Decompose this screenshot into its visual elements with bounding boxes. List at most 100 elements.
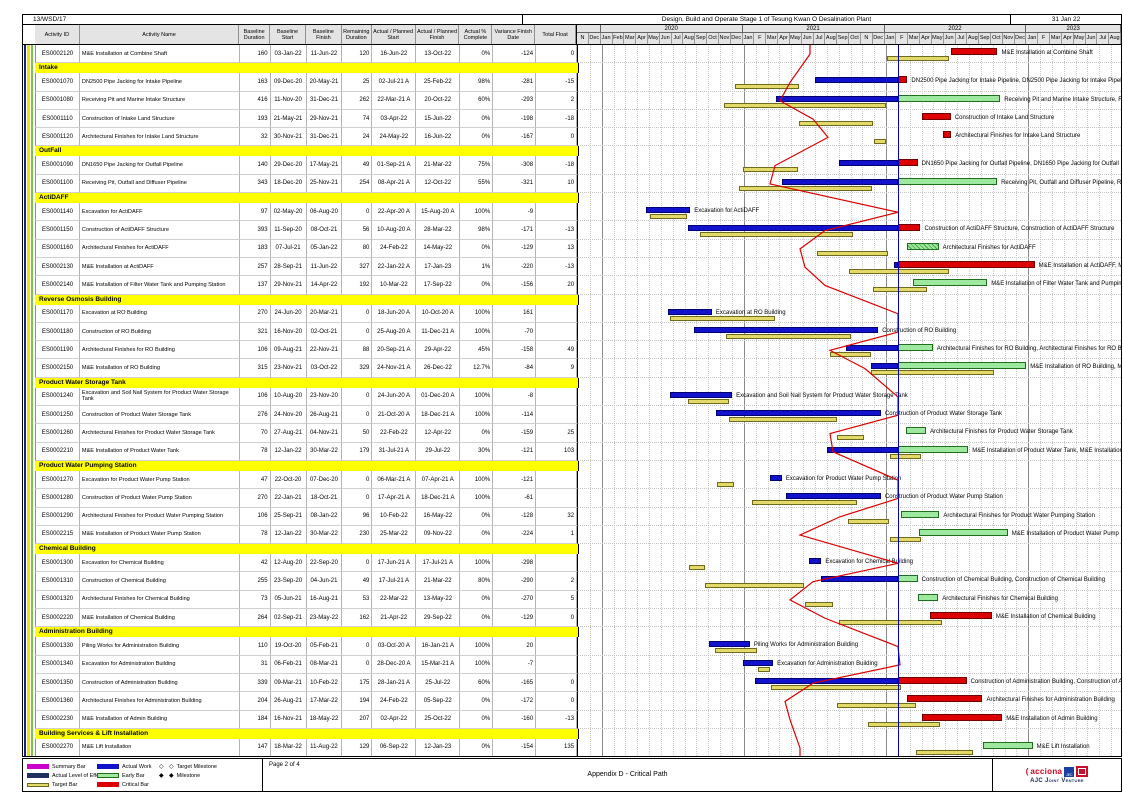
bar-early (897, 94, 1001, 102)
column-header-as: Actual / Planned Start (371, 25, 416, 44)
timeline-month: Jan (1026, 33, 1039, 44)
bar-target (817, 250, 888, 256)
cell-rd: 230 (342, 525, 373, 545)
report-date: 31 Jan 22 (1051, 16, 1081, 23)
month-gridline (933, 45, 935, 756)
footer: Summary Bar Actual Work ◇ ◇ Target Milestone… (22, 758, 1122, 792)
cell-id: ES0002120 (34, 45, 80, 64)
cell-af: 09-Nov-22 (416, 525, 461, 545)
bar-target (715, 648, 758, 654)
cell-bf: 05-Jan-22 (306, 239, 343, 258)
month-gridline (1040, 45, 1042, 756)
timeline-month: Feb (612, 33, 625, 44)
group-header-gantt-space (578, 460, 1121, 471)
month-gridline (992, 45, 994, 756)
month-gridline (1063, 45, 1065, 756)
cell-bs: 25-Sep-21 (270, 507, 307, 526)
timeline-month: Mar (908, 33, 921, 44)
cell-as: 22-Apr-20 A (372, 203, 417, 222)
activity-row: ES0001090 DN1650 Pipe Jacking for Outfall… (23, 156, 1121, 175)
cell-tf (536, 637, 578, 656)
timeline-month: Sep (695, 33, 708, 44)
legend-swatch-aloe (27, 773, 49, 778)
cell-bs: 26-Aug-21 (270, 692, 307, 711)
cell-bd: 31 (239, 655, 271, 674)
cell-bd: 343 (239, 174, 271, 194)
activity-row: ES0001110 Construction of Intake Land Str… (23, 109, 1121, 129)
cell-pct: 1% (460, 257, 494, 277)
month-gridline (672, 45, 674, 756)
cell-name: M&E Installation at ActiDAFF (79, 257, 240, 277)
cell-bf: 16-Aug-21 (306, 590, 343, 610)
cell-id: ES0001340 (34, 655, 80, 674)
gantt-row: Receiving Pit and Marine Intake Structur… (577, 91, 1121, 110)
cell-name: Excavation for Chemical Building (79, 554, 240, 573)
cell-bs: 30-Nov-21 (270, 128, 307, 147)
gantt-row: Construction of Administration Building,… (577, 673, 1121, 693)
cell-as: 24-Feb-22 (372, 239, 417, 258)
bar-actual (846, 345, 898, 352)
bar-actual (775, 95, 898, 102)
cell-bs: 05-Jun-21 (270, 590, 307, 610)
cell-as: 21-Apr-22 (372, 609, 417, 628)
gantt-row: Architectural Finishes for Chemical Buil… (577, 590, 1121, 610)
cell-var: -321 (493, 174, 537, 194)
group-header-gantt-space (578, 377, 1121, 388)
cell-id: ES0002140 (34, 276, 80, 295)
group-header-label: OutFall (35, 146, 578, 157)
cell-name: Construction of Product Water Pump Stati… (79, 489, 240, 508)
cell-bf: 30-Mar-22 (306, 525, 343, 545)
cell-af: 29-Sep-22 (416, 609, 461, 628)
cell-id: ES0001140 (34, 203, 80, 222)
cell-var: -8 (493, 387, 537, 407)
group-header-gantt-space (578, 627, 1121, 638)
cell-bf: 04-Nov-21 (306, 424, 343, 443)
cell-as: 16-Jun-22 (372, 45, 417, 64)
gantt-row: M&E Installation of Product Water Tank, … (577, 442, 1121, 461)
cell-af: 13-Oct-22 (416, 45, 461, 64)
cell-bf: 26-Aug-21 (306, 406, 343, 425)
jec-logo: JEC (1064, 766, 1075, 777)
cell-pct: 100% (460, 322, 494, 342)
cell-name: Architectural Finishes for ActiDAFF (79, 239, 240, 258)
cell-bf: 18-May-22 (306, 710, 343, 729)
gantt-row: DN2500 Pipe Jacking for Intake Pipeline,… (577, 73, 1121, 92)
activity-row: ES0002150 M&E Installation of RO Building… (23, 359, 1121, 378)
timeline-month: F (1038, 33, 1051, 44)
legend-swatch-summary (27, 764, 49, 769)
bar-target (873, 287, 927, 293)
month-gridline (589, 45, 591, 756)
group-header-row: Chemical Building (23, 544, 1121, 555)
cell-id: ES0001330 (34, 637, 80, 656)
cell-pct: 100% (460, 304, 494, 323)
cell-rd: 0 (342, 489, 373, 508)
cell-af: 18-Dec-21 A (416, 489, 461, 508)
cell-var: -159 (493, 424, 537, 443)
cell-bs: 03-Jan-22 (270, 45, 307, 64)
cell-as: 22-Mar-21 A (372, 91, 417, 110)
cell-id: ES0001070 (34, 73, 80, 92)
bar-actual (871, 363, 898, 370)
cell-rd: 0 (342, 203, 373, 222)
cell-pct: 0% (460, 738, 494, 756)
cell-name: Architectural Finishes for Intake Land S… (79, 128, 240, 147)
cell-as: 25-Mar-22 (372, 525, 417, 545)
bar-actual (645, 207, 691, 214)
cell-bf: 07-Dec-20 (306, 470, 343, 490)
cell-rd: 0 (342, 406, 373, 425)
cell-name: DN1650 Pipe Jacking for Outfall Pipeline (79, 156, 240, 175)
activity-row: ES0002210 M&E Installation of Product Wat… (23, 442, 1121, 461)
cell-id: ES0002210 (34, 442, 80, 461)
cell-bd: 321 (239, 322, 271, 342)
cell-var: -270 (493, 590, 537, 610)
cell-id: ES0001310 (34, 572, 80, 591)
cell-name: Architectural Finishes for Chemical Buil… (79, 590, 240, 610)
cell-tf: 10 (536, 174, 578, 194)
cell-rd: 0 (342, 655, 373, 674)
gantt-row: Receiving Pit, Outfall and Diffuser Pipe… (577, 174, 1121, 194)
timeline-month: Aug (825, 33, 838, 44)
legend-item: Summary Bar (27, 764, 97, 770)
joint-venture-logos: ( acciona JEC AJC Joint Venture (993, 759, 1121, 791)
cell-pct: 0% (460, 692, 494, 711)
bar-critical (897, 224, 921, 232)
